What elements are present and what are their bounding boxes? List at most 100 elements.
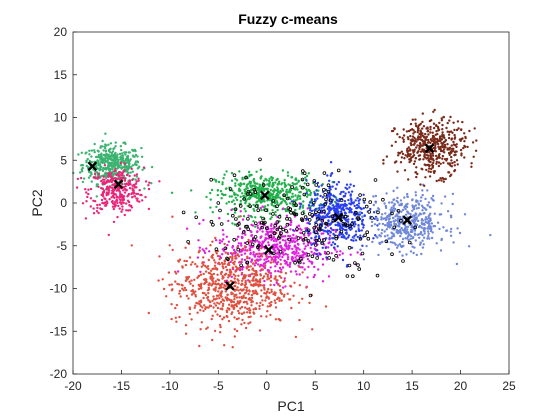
data-point: [376, 224, 379, 227]
data-point: [85, 191, 88, 194]
data-point: [119, 156, 122, 159]
data-point: [350, 246, 354, 249]
data-point: [434, 133, 437, 136]
data-point: [399, 161, 403, 164]
data-point: [327, 242, 330, 245]
data-point: [277, 234, 282, 239]
data-point: [256, 230, 259, 233]
data-point: [254, 283, 257, 287]
data-point: [446, 147, 449, 150]
data-point: [279, 291, 282, 294]
data-point: [401, 259, 405, 263]
data-point: [108, 162, 111, 165]
data-point: [429, 128, 432, 131]
data-point: [262, 189, 266, 192]
data-point: [437, 164, 441, 168]
data-point: [194, 295, 197, 298]
data-point: [347, 218, 350, 221]
data-point: [254, 216, 257, 219]
data-point: [215, 294, 219, 297]
data-point: [455, 262, 459, 266]
data-point: [325, 237, 328, 240]
data-point: [421, 127, 424, 130]
data-point: [222, 316, 226, 319]
data-point: [255, 270, 258, 274]
data-point: [321, 246, 324, 249]
data-point: [270, 227, 273, 230]
data-point: [211, 223, 215, 227]
data-point: [443, 195, 447, 198]
data-point: [203, 249, 206, 253]
data-point: [276, 189, 279, 192]
data-point: [345, 274, 350, 278]
data-point: [137, 179, 140, 182]
data-point: [270, 238, 273, 241]
data-point: [280, 247, 283, 251]
data-point: [446, 130, 449, 133]
data-point: [407, 212, 410, 215]
data-point: [397, 222, 401, 225]
data-point: [419, 142, 422, 145]
data-point: [416, 172, 419, 176]
data-point: [223, 246, 228, 251]
data-point: [426, 237, 429, 240]
data-point: [388, 217, 391, 220]
data-point: [100, 152, 103, 155]
data-point: [201, 248, 204, 251]
data-point: [294, 208, 297, 212]
data-point: [432, 126, 436, 130]
data-point: [263, 258, 266, 261]
data-point: [450, 227, 453, 231]
data-point: [460, 137, 463, 141]
data-point: [209, 275, 212, 279]
data-point: [301, 204, 305, 207]
data-point: [123, 179, 127, 182]
data-point: [397, 154, 400, 157]
data-point: [393, 242, 396, 245]
y-tick-label: 15: [54, 68, 68, 82]
data-point: [395, 199, 398, 203]
data-point: [453, 169, 456, 173]
data-point: [244, 210, 247, 213]
data-point: [161, 278, 164, 281]
data-point: [108, 189, 111, 192]
data-point: [136, 161, 140, 164]
y-tick-label: 10: [54, 111, 68, 125]
data-point: [400, 210, 403, 213]
data-point: [248, 290, 251, 293]
data-point: [398, 250, 401, 253]
data-point: [285, 222, 290, 227]
data-point: [392, 216, 395, 220]
data-point: [261, 216, 265, 221]
data-point: [204, 270, 208, 273]
data-point: [419, 199, 422, 203]
data-point: [254, 194, 257, 198]
data-point: [354, 223, 357, 226]
data-point: [324, 305, 328, 308]
data-point: [214, 180, 218, 183]
data-point: [96, 203, 99, 207]
data-point: [427, 170, 430, 173]
data-point: [249, 321, 252, 324]
data-point: [245, 241, 250, 245]
data-point: [361, 222, 364, 225]
data-point: [190, 289, 193, 293]
data-point: [294, 270, 297, 273]
data-point: [196, 302, 200, 305]
data-point: [126, 195, 129, 198]
data-point: [307, 204, 311, 207]
data-point: [278, 225, 283, 230]
data-point: [147, 184, 150, 187]
data-point: [396, 209, 401, 213]
data-point: [368, 200, 373, 204]
data-point: [412, 221, 416, 224]
data-point: [237, 279, 240, 282]
data-point: [342, 195, 345, 198]
data-point: [411, 118, 414, 121]
data-point: [256, 196, 260, 199]
data-point: [299, 197, 302, 201]
data-point: [426, 130, 429, 133]
data-point: [106, 202, 109, 205]
data-point: [442, 226, 445, 229]
